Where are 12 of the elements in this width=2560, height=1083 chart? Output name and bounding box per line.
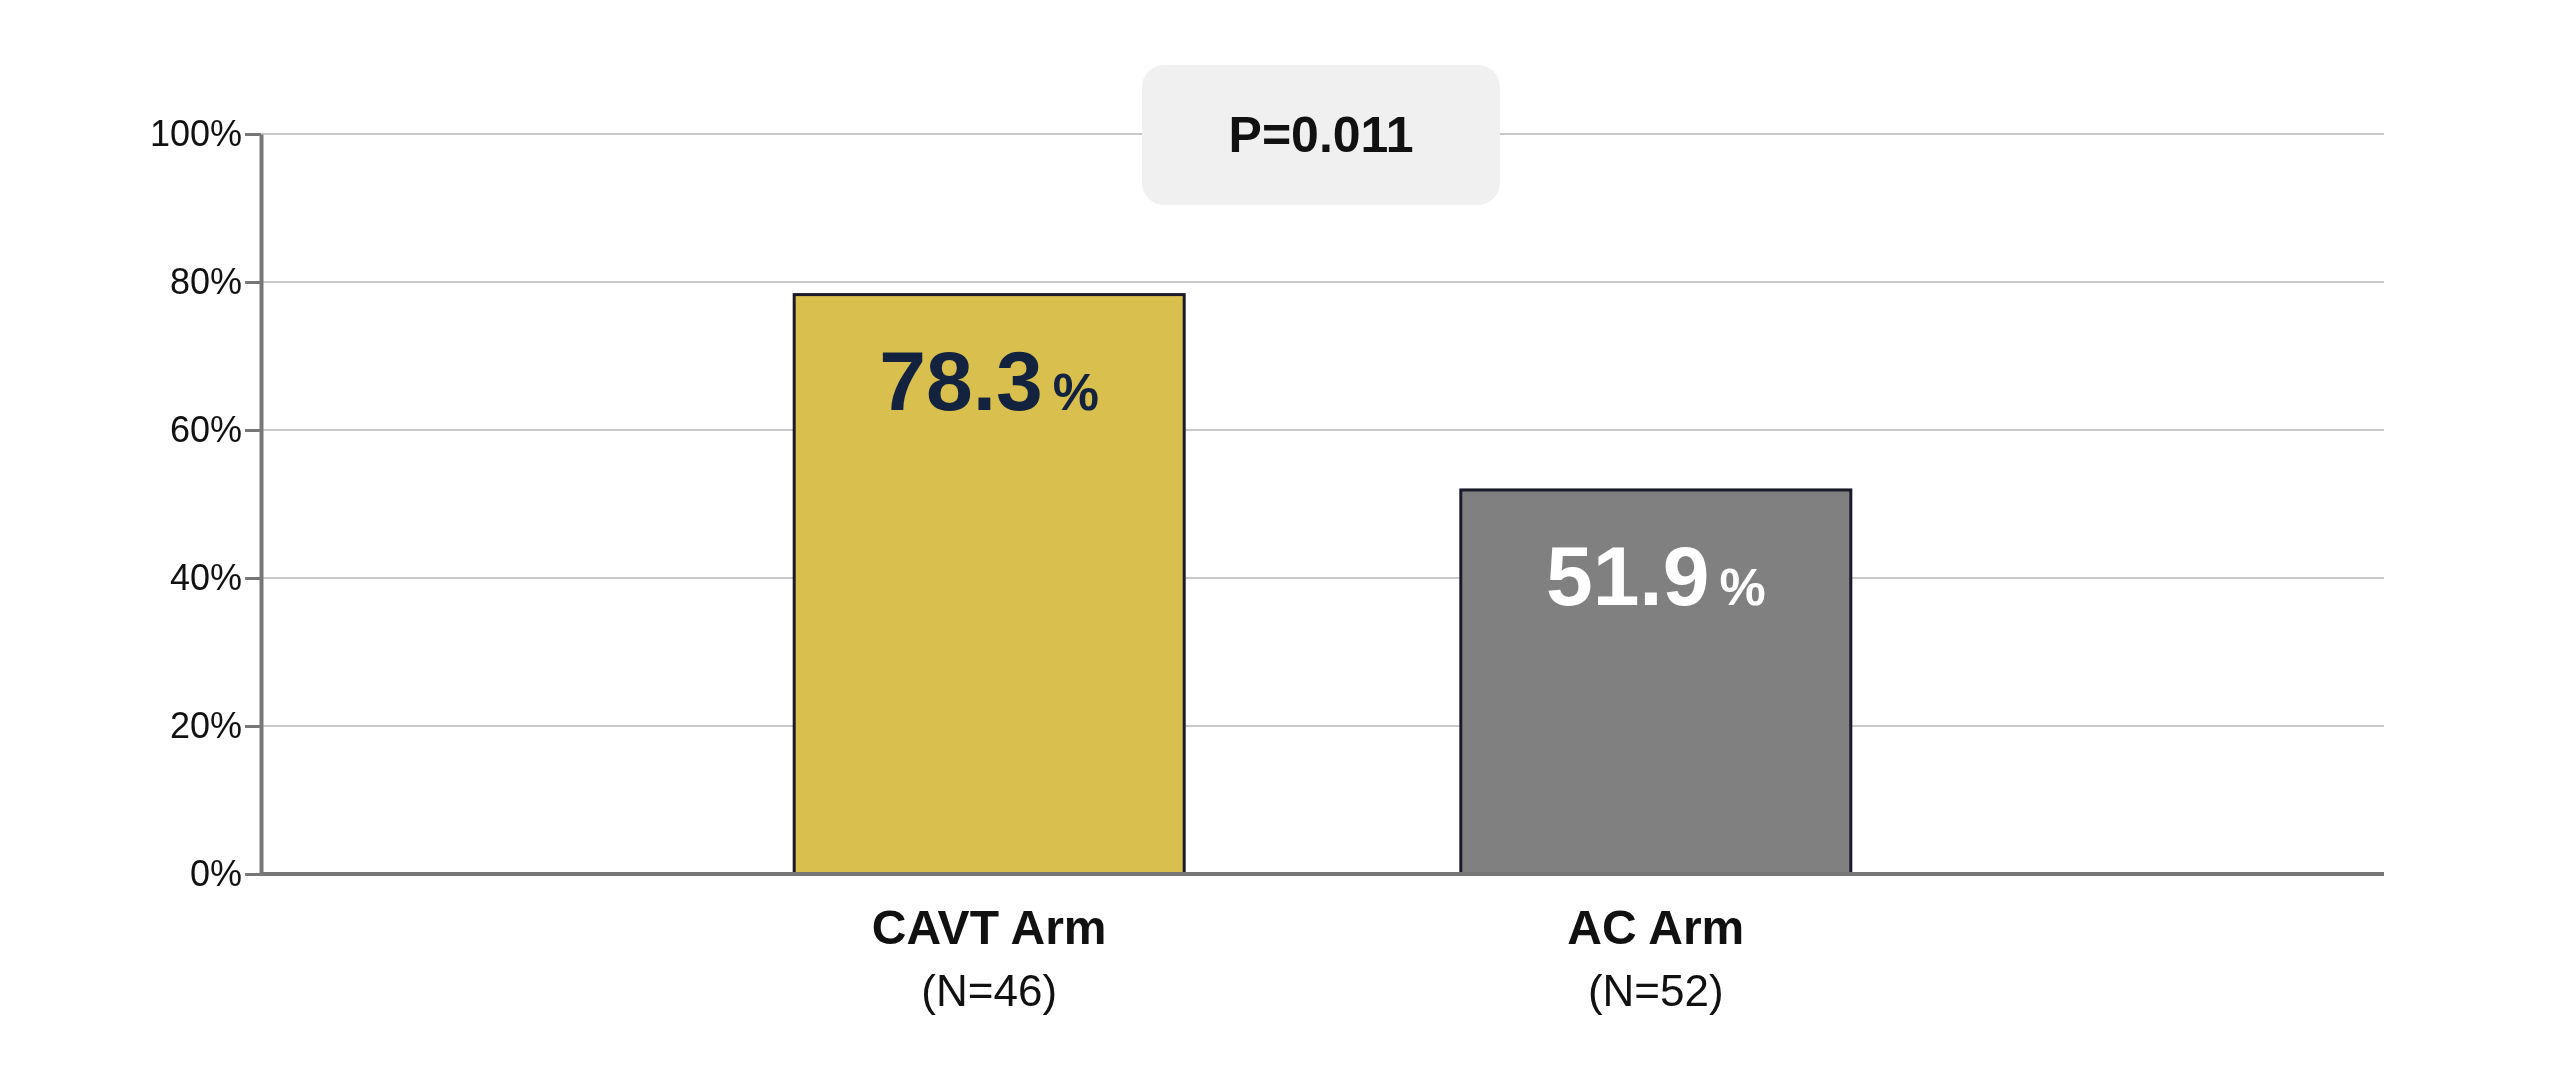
y-tick-label: 60% xyxy=(169,409,242,451)
annotation: P=0.011 xyxy=(1228,107,1414,163)
x-tick-label: CAVT Arm (N=46) xyxy=(871,901,1107,1015)
y-tick-label: 40% xyxy=(169,557,242,599)
y-tick-label: 80% xyxy=(169,261,242,303)
data-label: 51.9% xyxy=(1545,528,1766,623)
y-tick-label: 100% xyxy=(149,113,242,155)
y-tick-label: 0% xyxy=(189,853,242,895)
x-tick-label: AC Arm (N=52) xyxy=(1567,901,1745,1015)
y-tick-label: 20% xyxy=(169,705,242,747)
p-value-label: P=0.011 xyxy=(1142,65,1500,205)
data-label: 78.3% xyxy=(879,333,1100,428)
